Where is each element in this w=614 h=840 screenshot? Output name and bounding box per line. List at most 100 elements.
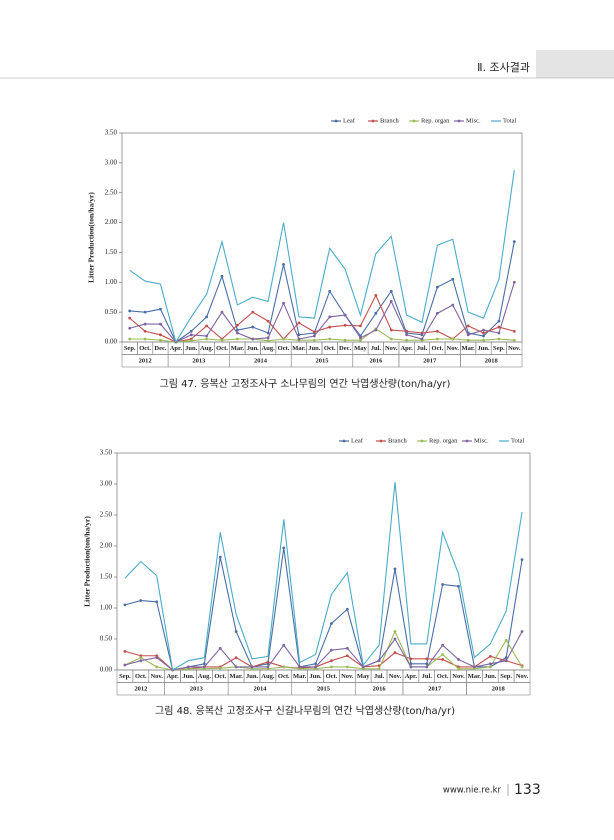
point-marker (143, 329, 147, 333)
legend-marker (457, 119, 461, 123)
legend-label: Branch (388, 437, 408, 444)
y-tick-label: 1.00 (105, 278, 118, 286)
point-marker (328, 325, 332, 329)
x-tick-label: Sep. (500, 673, 512, 680)
point-marker (189, 333, 193, 337)
x-tick-label: Oct. (139, 345, 151, 352)
x-tick-label: Nov. (508, 345, 521, 352)
point-marker (282, 337, 285, 341)
point-marker (235, 328, 239, 332)
series-line (129, 169, 515, 344)
point-marker (512, 240, 516, 244)
point-marker (457, 584, 460, 588)
x-tick-label: Mar. (292, 345, 306, 352)
point-marker (389, 289, 393, 293)
point-marker (466, 333, 470, 337)
figure-caption: 그림 47. 응복산 고정조사구 소나무림의 연간 낙엽생산량(ton/ha/y… (160, 378, 451, 390)
point-marker (488, 654, 492, 658)
point-marker (497, 319, 501, 323)
year-label: 2018 (492, 686, 506, 693)
year-label: 2018 (485, 358, 499, 365)
point-marker (343, 313, 347, 317)
y-tick-label: 2.00 (100, 542, 113, 550)
point-marker (393, 567, 397, 571)
point-marker (377, 659, 381, 663)
y-tick-label: 3.00 (105, 158, 118, 166)
point-marker (435, 285, 439, 289)
point-marker (123, 650, 127, 653)
point-marker (298, 665, 302, 669)
year-label: 2013 (190, 686, 204, 693)
x-tick-label: Jun. (247, 345, 259, 352)
x-tick-label: Jun. (246, 673, 258, 680)
x-tick-label: Apr. (166, 673, 179, 680)
point-marker (282, 262, 285, 266)
point-marker (220, 274, 224, 278)
point-marker (504, 638, 508, 642)
x-tick-label: Jun. (308, 345, 320, 352)
x-tick-label: Mar. (461, 345, 475, 352)
x-tick-label: Oct. (432, 345, 444, 352)
point-marker (189, 339, 193, 343)
legend-label: Leaf (351, 437, 364, 444)
point-marker (425, 665, 429, 669)
series-line (129, 328, 515, 343)
point-marker (497, 325, 501, 329)
year-label: 2013 (192, 358, 206, 365)
x-tick-label: Jun. (182, 673, 194, 680)
point-marker (159, 338, 162, 342)
x-tick-label: Jul. (374, 673, 385, 680)
point-marker (266, 339, 270, 343)
point-marker (297, 333, 301, 337)
x-tick-label: Aug. (262, 345, 276, 352)
point-marker (451, 337, 455, 341)
point-marker (409, 665, 413, 669)
legend-label: Total (503, 117, 516, 124)
y-tick-label: 1.50 (105, 248, 118, 256)
point-marker (343, 323, 347, 327)
x-tick-label: Sep. (124, 345, 136, 352)
point-marker (466, 324, 470, 328)
legend-marker (412, 119, 416, 123)
point-marker (235, 337, 239, 341)
point-marker (330, 622, 333, 625)
point-marker (139, 659, 143, 663)
point-marker (393, 630, 397, 633)
point-marker (405, 329, 409, 333)
point-marker (234, 630, 238, 633)
point-marker (218, 646, 222, 650)
point-marker (374, 311, 378, 315)
point-marker (297, 337, 301, 341)
legend-marker (342, 439, 346, 443)
year-label: 2014 (253, 686, 267, 693)
x-tick-label: May (354, 345, 367, 352)
x-tick-label: Nov. (452, 673, 465, 680)
point-marker (139, 656, 143, 659)
point-marker (312, 334, 316, 338)
point-marker (312, 330, 316, 334)
year-label: 2014 (254, 358, 268, 365)
point-marker (128, 309, 132, 313)
legend-marker (371, 119, 375, 123)
point-marker (123, 663, 127, 667)
point-marker (314, 662, 317, 666)
point-marker (202, 662, 206, 666)
point-marker (139, 599, 143, 602)
x-tick-label: Mar. (468, 673, 482, 680)
point-marker (202, 665, 206, 669)
legend-marker (420, 439, 424, 443)
point-marker (282, 643, 286, 647)
y-tick-label: 2.50 (100, 511, 113, 519)
year-label: 2012 (139, 358, 152, 365)
x-tick-label: Jul. (422, 673, 433, 680)
point-marker (155, 656, 159, 659)
point-marker (488, 665, 492, 669)
series-line (129, 294, 515, 343)
point-marker (482, 338, 485, 342)
point-marker (377, 667, 381, 671)
point-marker (457, 658, 460, 661)
x-tick-label: Nov. (385, 345, 398, 352)
footer-page: 133 (514, 782, 541, 798)
point-marker (473, 665, 476, 669)
